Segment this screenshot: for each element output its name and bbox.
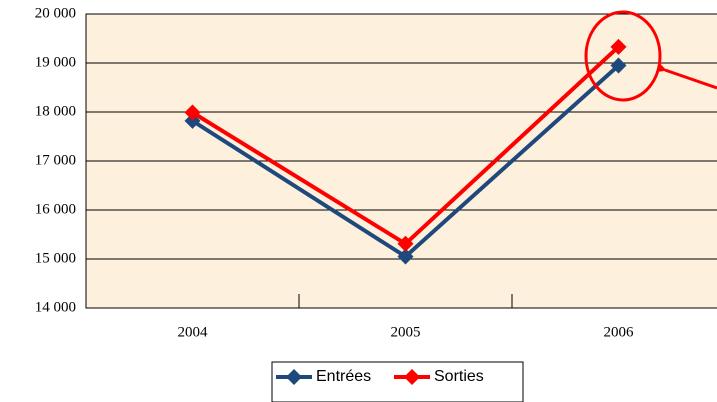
legend: Entrées Sorties xyxy=(271,361,524,402)
legend-marker xyxy=(286,369,302,385)
y-tick-label: 16 000 xyxy=(35,201,76,217)
y-tick-label: 14 000 xyxy=(35,299,76,315)
data-point xyxy=(397,235,414,252)
x-tick-label: 2005 xyxy=(391,324,421,340)
y-tick-label: 19 000 xyxy=(35,54,76,70)
annotation-arrow xyxy=(655,62,717,90)
x-tick-label: 2006 xyxy=(604,324,635,340)
highlight-circle xyxy=(584,10,662,102)
lines xyxy=(184,38,627,265)
data-point xyxy=(397,248,414,265)
legend-label: Sorties xyxy=(434,368,484,385)
legend-label: Entrées xyxy=(316,368,371,385)
y-tick-label: 20 000 xyxy=(35,5,76,21)
data-point xyxy=(184,104,201,121)
y-tick-label: 18 000 xyxy=(35,103,76,119)
y-tick-label: 15 000 xyxy=(35,250,76,266)
x-tick-label: 2004 xyxy=(178,324,209,340)
data-point xyxy=(610,57,627,74)
data-point xyxy=(610,38,627,55)
legend-marker xyxy=(404,369,420,385)
legend-box xyxy=(271,361,524,402)
y-tick-label: 17 000 xyxy=(35,152,76,168)
